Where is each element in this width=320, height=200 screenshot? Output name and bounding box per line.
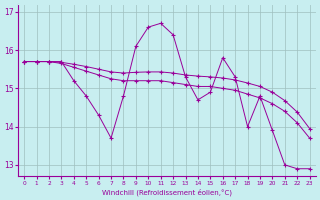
X-axis label: Windchill (Refroidissement éolien,°C): Windchill (Refroidissement éolien,°C) <box>102 188 232 196</box>
